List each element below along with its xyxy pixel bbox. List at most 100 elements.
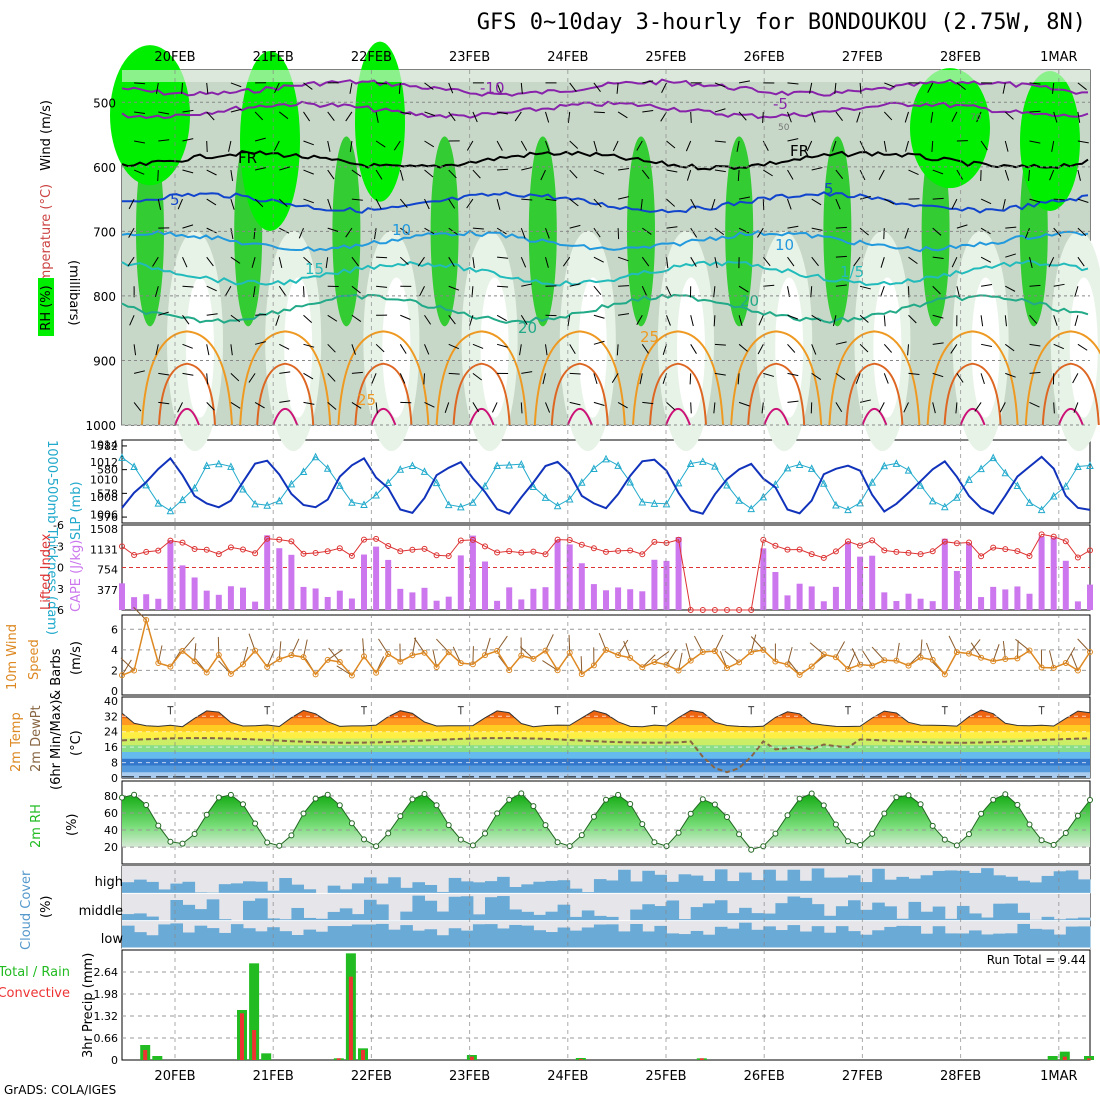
rh2m-point [869,830,876,837]
wind-barb [738,285,749,293]
cloud-cover-bar [218,884,232,894]
wind-barb [275,315,280,326]
wind-barb [424,169,434,178]
rh2m-tick-label: 80 [104,790,118,803]
cloud-cover-bar [751,929,764,948]
cloud-cover-bar [908,926,922,948]
rh2m-point [1038,837,1045,844]
wind-barb [182,169,194,174]
pressure-tick-label: 900 [93,354,116,368]
date-label-bottom: 24FEB [547,1069,588,1084]
wind-barb [228,140,232,152]
cloud-cover-bar [521,911,534,921]
wind10-barb [666,649,677,666]
wind-barb [835,226,847,229]
cloud-cover-bar [1041,929,1055,948]
cloud-cover-bar [908,878,922,894]
lifted-index-point [808,551,815,558]
cloud-cover-bar [956,870,970,894]
wind-barb [593,227,601,238]
minmax-axis-label: (6hr Min/Max) [49,700,64,790]
wind-barb [351,198,363,201]
wind10-barb [266,650,275,668]
wind-barb [593,401,605,406]
wind-barb [155,82,159,94]
wind-barb [859,285,871,290]
cloud-cover-bar [775,903,788,921]
wind-barb [811,256,819,267]
wind-barb [904,227,909,239]
cape-bar [167,540,174,610]
wind-barb [424,314,432,325]
thickness-point [178,495,187,504]
wind-barb [1077,227,1087,237]
wind-speed-point [627,654,634,661]
wind-barb [883,228,885,240]
wind-barb [1029,401,1040,408]
wind-barb [811,111,816,123]
rh2m-point [941,836,948,843]
thickness-point [819,479,828,487]
isotherm-25 [828,330,921,426]
wind-barb [908,314,917,324]
wind-barb [469,315,474,326]
wind10-barb [303,639,308,658]
wind-speed-point [530,655,537,662]
cloud-cover-bar [835,926,849,948]
wind-barb [810,286,813,298]
isotherm-25 [926,330,1019,426]
isotherm-5 [122,191,1089,214]
wind-barb [690,227,698,238]
cloud-cover-bar [981,868,994,894]
wind-barb [375,169,383,180]
wind-speed-point [312,671,319,678]
thickness-point [481,481,489,490]
rh2m-point [772,830,779,837]
rh2m-point [373,843,380,850]
wind-barb [182,343,193,349]
cloud-cover-bar [872,930,885,948]
cloud-cover-bar [823,932,837,948]
thickness-point [420,467,429,475]
rh2m-point [857,842,864,849]
precip-tick-label: 0 [111,1054,118,1067]
thickness-point [251,499,259,508]
cape-bar [796,583,803,610]
isotherm-25 [141,330,233,426]
wind-barb [835,255,847,258]
wind-speed-point [191,658,198,665]
lifted-index-point [131,551,138,558]
lifted-index-point [772,542,779,549]
wind-barb [806,140,813,152]
wind-barb [811,227,823,231]
wind-speed-point [433,664,440,671]
wind10-barbs-label: & Barbs [49,648,64,700]
cloud-cover-bar [230,924,244,948]
wind-barb [905,140,909,152]
cloud-cover-bar [787,925,801,948]
lifted-index-point [845,538,851,545]
isotherm-label: 25 [357,391,376,409]
wind-speed-point [1087,648,1093,655]
wind-barb [520,256,527,268]
wind-speed-point [917,654,924,661]
cloud-cover-bar [351,914,365,921]
wind10-barb [157,645,163,664]
wind10-unit-label: (m/s) [69,641,84,675]
wind-barb [520,315,528,325]
cloud-cover-bar [775,930,788,948]
cloud-cover-bar [848,931,861,948]
precip-convective-bar [240,1013,244,1060]
wind-barb [303,401,315,405]
wind-barb [1029,140,1041,144]
dewpoint-axis-label: 2m DewPt [29,705,44,772]
wind-barb [253,228,256,240]
wind-barb [349,140,353,152]
wind-barb [545,227,550,239]
temperature-band [122,744,1090,752]
wind-barb [930,111,934,123]
wind-barb [182,138,194,142]
wind-barb [787,225,799,229]
cape-bar [590,584,597,610]
cloud-cover-bar [727,928,740,948]
